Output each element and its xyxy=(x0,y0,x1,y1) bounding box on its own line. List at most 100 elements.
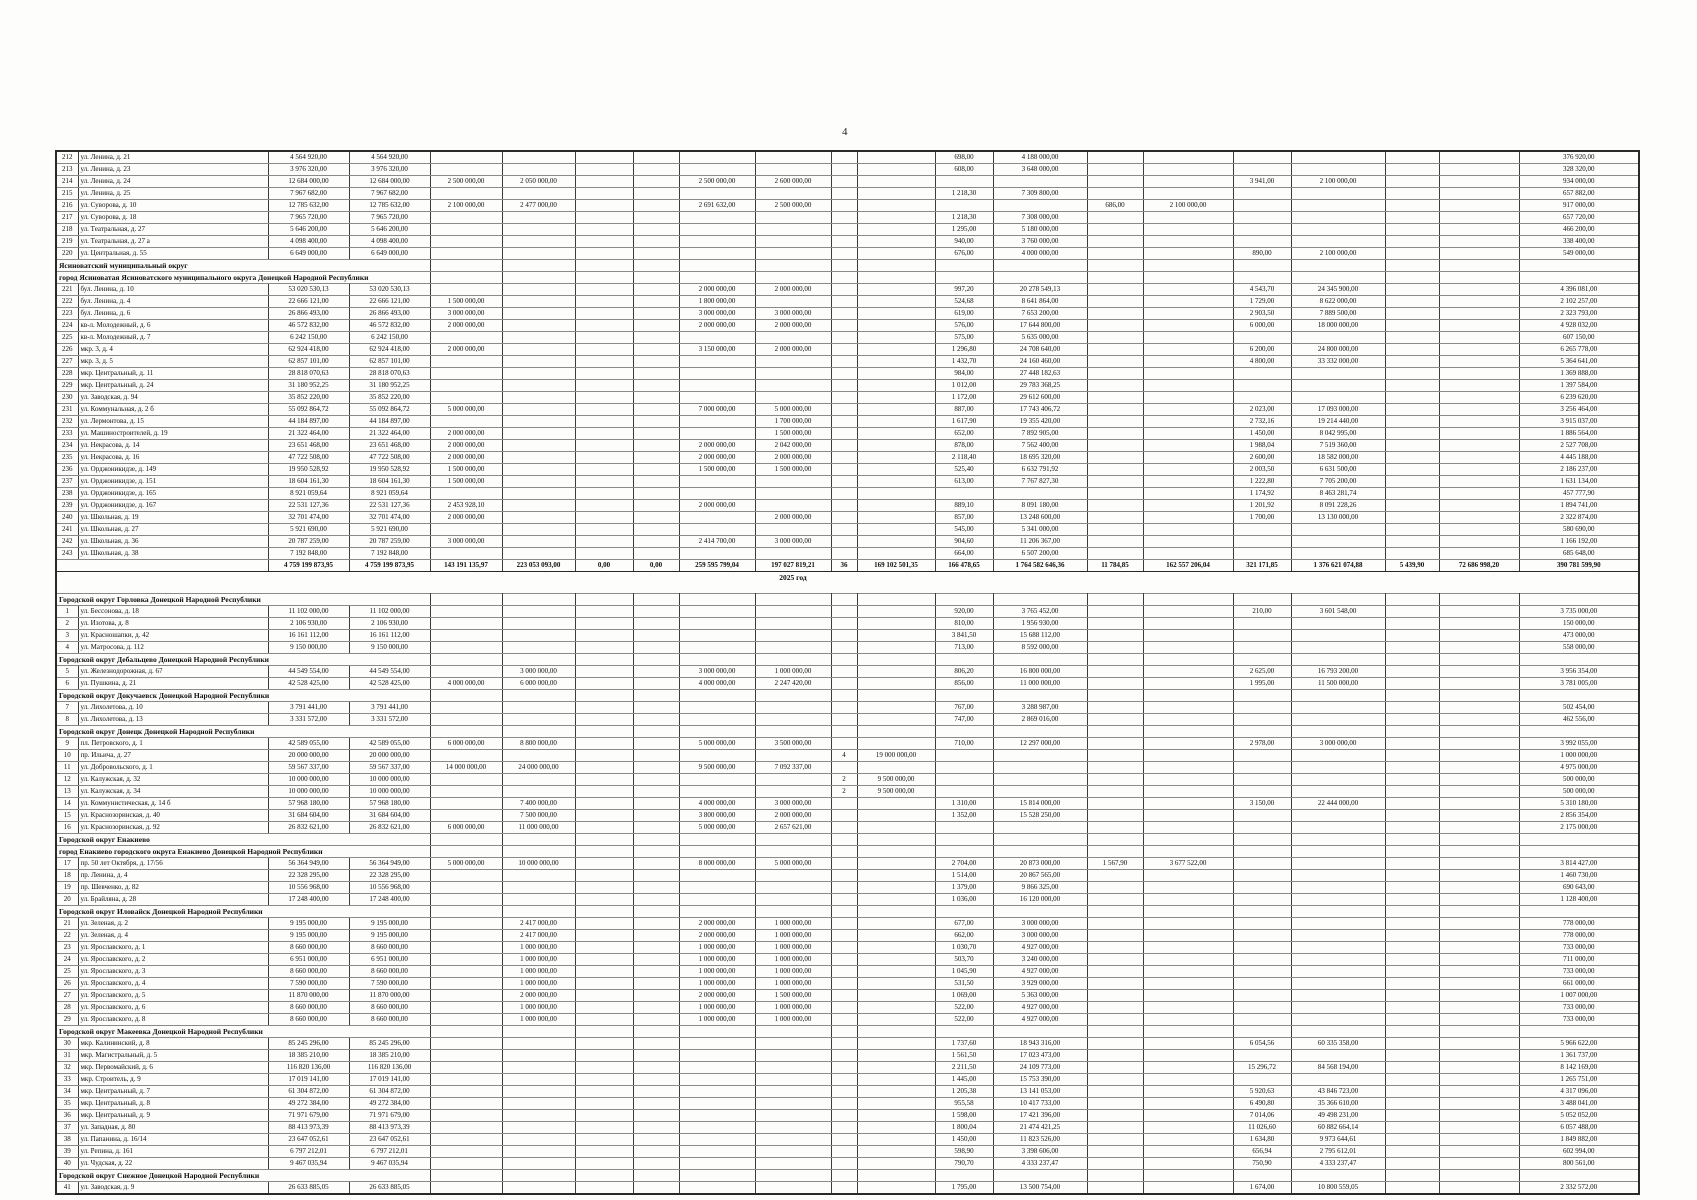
totals-spacer xyxy=(55,559,269,572)
value-cell: 747,00 xyxy=(934,713,994,726)
value-cell xyxy=(632,1121,680,1134)
value-cell xyxy=(1438,547,1520,560)
value-cell xyxy=(754,869,832,882)
row-number: 3 xyxy=(55,629,79,642)
value-cell xyxy=(574,451,634,464)
value-cell: 7 705 200,00 xyxy=(1290,475,1386,488)
value-cell xyxy=(678,749,756,762)
value-cell xyxy=(1142,355,1234,368)
value-cell xyxy=(1142,749,1234,762)
value-cell: 2 000 000,00 xyxy=(754,343,832,356)
value-cell xyxy=(1438,989,1520,1002)
value-cell: 13 248 600,00 xyxy=(992,511,1088,524)
value-cell xyxy=(429,1061,503,1074)
value-cell: 32 701 474,00 xyxy=(348,511,431,524)
table-row: 30 мкр. Калининский, д. 8 85 245 296,00 85 … xyxy=(55,1037,1640,1050)
section-header-row: Городской округ Донецк Донецкой Народной… xyxy=(55,725,1640,738)
value-cell xyxy=(429,845,503,858)
value-cell xyxy=(754,1061,832,1074)
value-cell xyxy=(1142,821,1234,834)
value-cell: 3 941,00 xyxy=(1232,175,1292,188)
value-cell: 6 797 212,01 xyxy=(348,1145,431,1158)
table-row: 18 пр. Ленина, д. 4 22 328 295,00 22 328 29… xyxy=(55,869,1640,882)
value-cell: 1 069,00 xyxy=(934,989,994,1002)
value-cell xyxy=(1384,857,1440,870)
row-number: 4 xyxy=(55,641,79,654)
value-cell xyxy=(1086,415,1144,428)
value-cell xyxy=(754,211,832,224)
value-cell: 2 000 000,00 xyxy=(754,511,832,524)
row-number: 216 xyxy=(55,199,79,212)
value-cell: 4 000 000,00 xyxy=(678,677,756,690)
value-cell: 1 849 882,00 xyxy=(1518,1133,1640,1146)
value-cell xyxy=(1086,1109,1144,1122)
value-cell: 24 345 900,00 xyxy=(1290,283,1386,296)
value-cell xyxy=(501,307,576,320)
value-cell xyxy=(1086,605,1144,618)
value-cell xyxy=(1384,223,1440,236)
value-cell xyxy=(1384,475,1440,488)
value-cell: 1 000 000,00 xyxy=(501,953,576,966)
value-cell xyxy=(1142,1133,1234,1146)
value-cell: 1 166 192,00 xyxy=(1518,535,1640,548)
value-cell: 14 000 000,00 xyxy=(429,761,503,774)
value-cell xyxy=(830,1001,858,1014)
value-cell: 733 000,00 xyxy=(1518,941,1640,954)
address-cell: пр. Ленина, д. 4 xyxy=(77,869,269,882)
value-cell xyxy=(632,1181,680,1195)
value-cell xyxy=(1438,415,1520,428)
value-cell: 62 857 101,00 xyxy=(267,355,350,368)
value-cell: 997,20 xyxy=(934,283,994,296)
table-row: 218 ул. Театральная, д. 27 5 646 200,00 5 6… xyxy=(55,223,1640,236)
value-cell xyxy=(1438,593,1520,606)
table-row: 228 мкр. Центральный, д. 11 28 818 070,63 2… xyxy=(55,367,1640,380)
value-cell: 4 975 000,00 xyxy=(1518,761,1640,774)
value-cell xyxy=(632,487,680,500)
value-cell xyxy=(1438,487,1520,500)
value-cell: 3 800 000,00 xyxy=(678,809,756,822)
value-cell xyxy=(856,199,936,212)
value-cell: 26 832 621,00 xyxy=(267,821,350,834)
value-cell xyxy=(856,845,936,858)
value-cell xyxy=(1384,653,1440,666)
value-cell xyxy=(678,881,756,894)
value-cell xyxy=(501,1037,576,1050)
value-cell xyxy=(1142,761,1234,774)
value-cell xyxy=(574,821,634,834)
value-cell xyxy=(856,701,936,714)
address-cell: пл. Петровского, д. 1 xyxy=(77,737,269,750)
value-cell: 55 092 864,72 xyxy=(348,403,431,416)
value-cell: 1 379,00 xyxy=(934,881,994,894)
value-cell xyxy=(678,893,756,906)
value-cell: 5 000 000,00 xyxy=(678,737,756,750)
address-cell: ул. Изотова, д. 8 xyxy=(77,617,269,630)
value-cell xyxy=(1384,617,1440,630)
value-cell xyxy=(1290,629,1386,642)
value-cell xyxy=(632,833,680,846)
value-cell xyxy=(501,235,576,248)
value-cell xyxy=(830,929,858,942)
value-cell: 767,00 xyxy=(934,701,994,714)
value-cell xyxy=(1438,271,1520,284)
total-value-cell: 36 xyxy=(830,559,858,572)
value-cell xyxy=(1384,785,1440,798)
value-cell xyxy=(1384,1061,1440,1074)
value-cell xyxy=(632,989,680,1002)
value-cell xyxy=(1142,187,1234,200)
value-cell xyxy=(1142,797,1234,810)
value-cell: 662,00 xyxy=(934,929,994,942)
row-number: 232 xyxy=(55,415,79,428)
value-cell xyxy=(574,773,634,786)
value-cell xyxy=(632,1025,680,1038)
value-cell: 778 000,00 xyxy=(1518,917,1640,930)
value-cell xyxy=(754,223,832,236)
value-cell xyxy=(830,403,858,416)
value-cell xyxy=(678,271,756,284)
value-cell xyxy=(754,629,832,642)
value-cell xyxy=(1086,797,1144,810)
value-cell: 502 454,00 xyxy=(1518,701,1640,714)
value-cell xyxy=(1086,1037,1144,1050)
value-cell: 18 000 000,00 xyxy=(1290,319,1386,332)
value-cell xyxy=(1232,881,1292,894)
value-cell xyxy=(830,641,858,654)
